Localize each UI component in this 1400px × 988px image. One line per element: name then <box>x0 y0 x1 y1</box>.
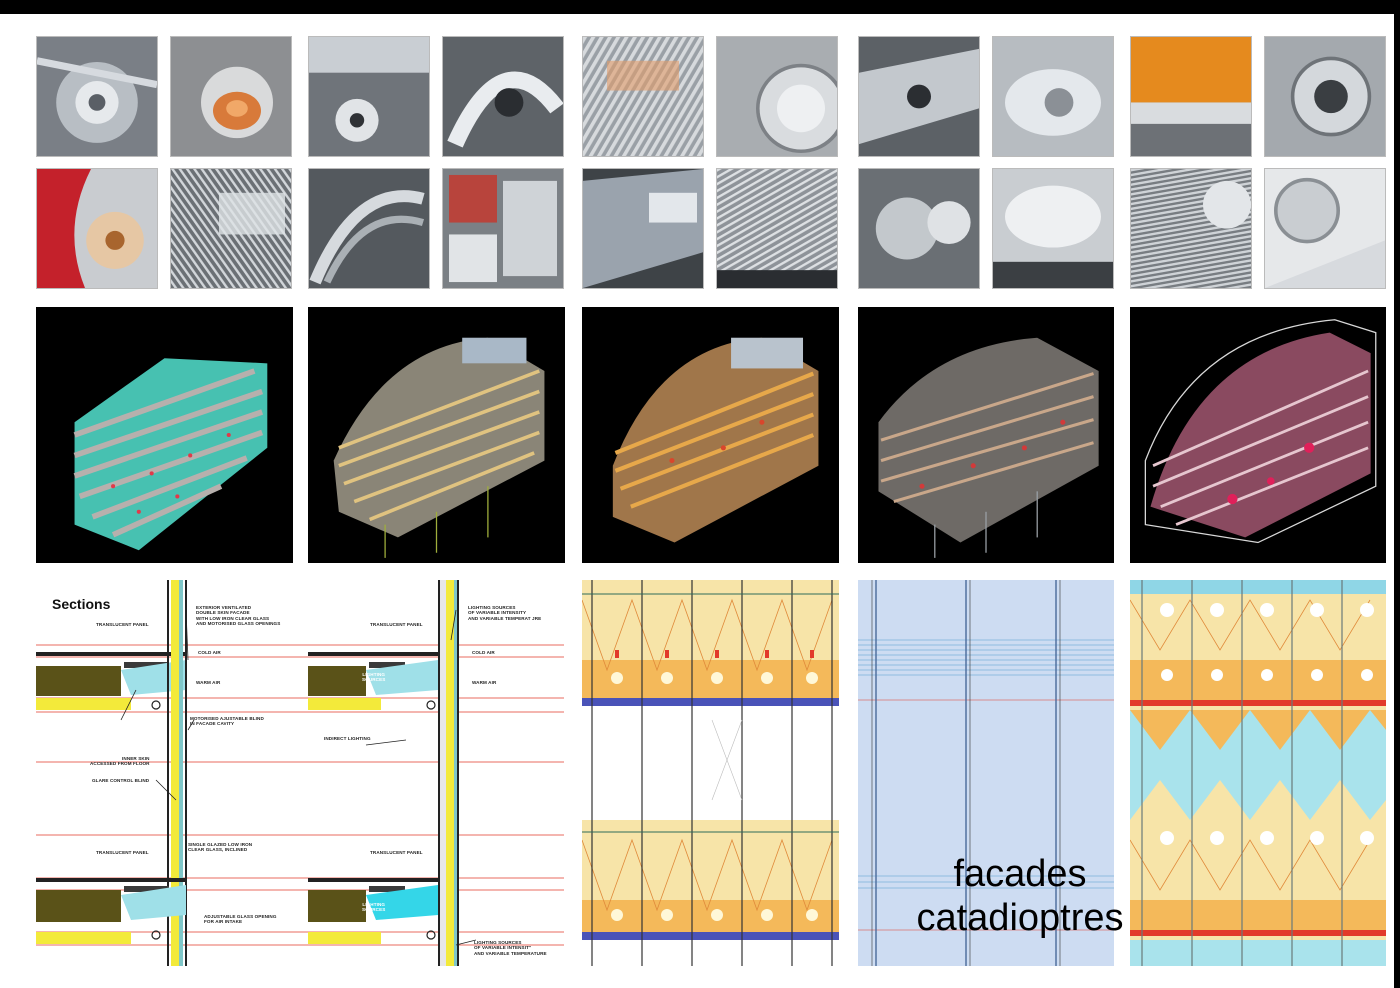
caption-line-2: catadioptres <box>916 897 1124 939</box>
note-exterior-facade: EXTERIOR VENTILATED DOUBLE SKIN FACADE W… <box>196 605 281 627</box>
headlight-photo <box>170 168 292 289</box>
note-lighting-sources-bottom: LIGHTING SOURCES OF VARIABLE INTENSIT" A… <box>474 940 547 956</box>
note-cold-air-r: COLD AIR <box>472 650 495 655</box>
headlight-photo <box>858 168 980 289</box>
headlight-photo <box>716 36 838 157</box>
caption-line-1: facades <box>953 853 1087 895</box>
note-cold-air: COLD AIR <box>198 650 221 655</box>
note-inner-skin: INNER SKIN ACCESSED FROM FLOOR <box>90 756 150 767</box>
facade-render-3 <box>582 307 839 563</box>
headlight-photo <box>716 168 838 289</box>
headlight-photo <box>442 168 564 289</box>
headlight-photo <box>582 168 704 289</box>
headlight-photo <box>170 36 292 157</box>
headlight-photo <box>992 36 1114 157</box>
headlight-photo <box>308 36 430 157</box>
sections-drawing <box>36 580 564 966</box>
facade-render-4 <box>858 307 1114 563</box>
note-glare-blind: GLARE CONTROL BLIND <box>92 778 150 783</box>
note-adjustable-opening: ADJUSTABLE GLASS OPENING FOR AIR INTAKE <box>204 914 277 925</box>
facade-render-2 <box>308 307 565 563</box>
sections-title: Sections <box>52 596 111 612</box>
facade-elevation-cyan <box>1130 580 1386 966</box>
headlight-photo <box>1130 168 1252 289</box>
facade-render-5 <box>1130 307 1386 563</box>
note-motorised-blind: MOTORISED AJUSTABLE BLIND IN FACADE CAVI… <box>190 716 264 727</box>
note-single-glazed: SINGLE GLAZED LOW IRON CLEAR GLASS, INCL… <box>188 842 253 853</box>
note-translucent-panel-2: TRANSLUCENT PANEL <box>96 850 149 855</box>
headlight-photo <box>582 36 704 157</box>
note-warm-air: WARM AIR <box>196 680 221 685</box>
right-frame-bar <box>1394 0 1400 988</box>
headlight-photo <box>308 168 430 289</box>
headlight-photo <box>36 168 158 289</box>
headlight-photo <box>1130 36 1252 157</box>
headlight-photo <box>1264 36 1386 157</box>
top-frame-bar <box>0 0 1400 14</box>
note-warm-air-r: WARM AIR <box>472 680 497 685</box>
headlight-photo <box>1264 168 1386 289</box>
headlight-photo <box>858 36 980 157</box>
facade-elevation-blue <box>858 580 1114 966</box>
headlight-photo <box>36 36 158 157</box>
note-translucent-panel-r2: TRANSLUCENT PANEL <box>370 850 423 855</box>
facade-elevation-yellow <box>582 580 839 966</box>
note-lighting-box: LIGHTING SOURCES <box>362 672 386 683</box>
facade-render-1 <box>36 307 293 563</box>
headlight-photo <box>442 36 564 157</box>
headlight-photo <box>992 168 1114 289</box>
caption: facades catadioptres <box>895 852 1145 940</box>
note-translucent-panel: TRANSLUCENT PANEL <box>96 622 149 627</box>
note-lighting-box-2: LIGHTING SOURCES <box>362 902 386 913</box>
note-translucent-panel-r: TRANSLUCENT PANEL <box>370 622 423 627</box>
note-lighting-sources-top: LIGHTING SOURCES OF VARIABLE INTENSITY A… <box>468 605 542 621</box>
note-indirect-lighting: INDIRECT LIGHTING <box>324 736 371 741</box>
